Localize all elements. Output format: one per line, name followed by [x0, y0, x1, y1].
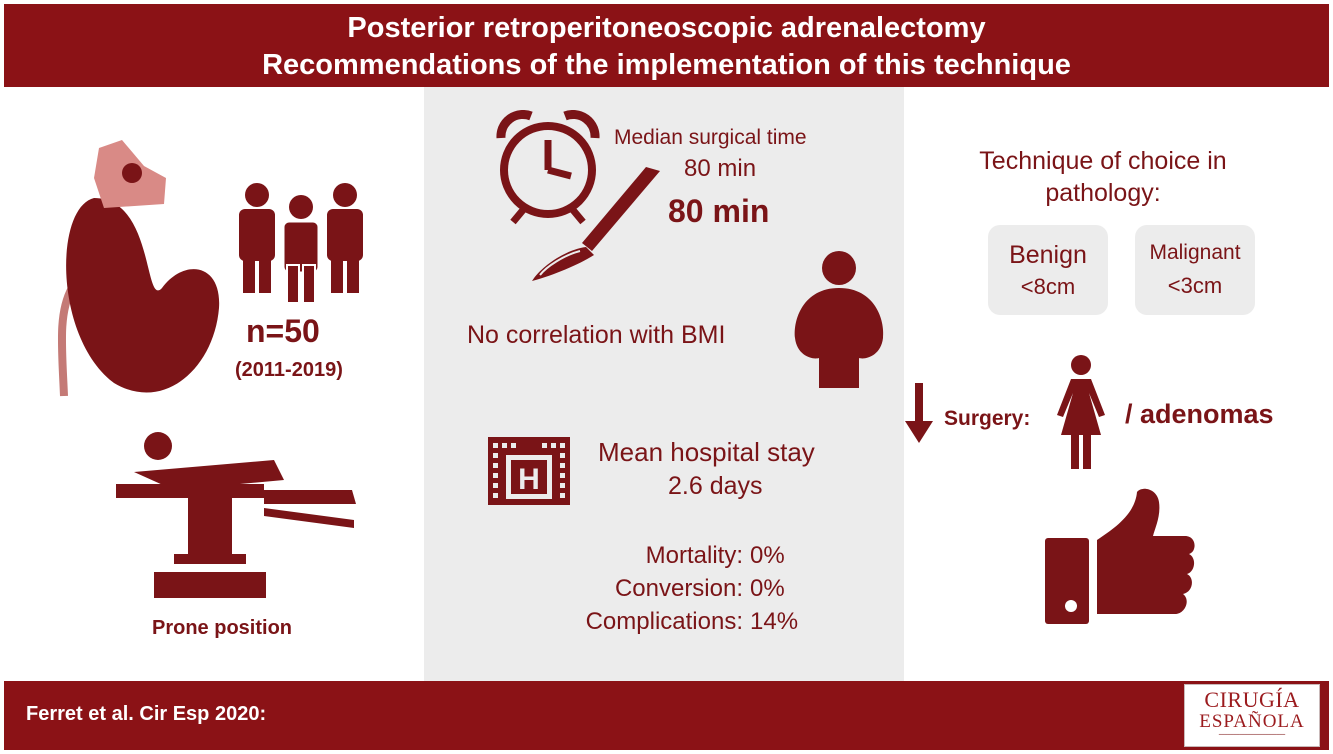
surgical-time-value-large: 80 min [668, 193, 770, 229]
down-arrow-icon [905, 383, 933, 443]
stat-label: Conversion: [614, 575, 743, 602]
journal-name-line-2: ESPAÑOLA [1199, 711, 1305, 732]
alarm-clock-icon [496, 110, 600, 225]
obese-person-icon [794, 251, 884, 388]
stat-value: 0% [750, 575, 785, 602]
patient-on-table-icon [116, 432, 356, 598]
title-line-2: Recommendations of the implementation of… [262, 49, 1071, 81]
benign-box: Benign <8cm [988, 225, 1108, 315]
woman-icon [1057, 355, 1105, 469]
bmi-correlation-text: No correlation with BMI [467, 321, 726, 349]
scalpel-icon [532, 167, 660, 281]
citation-text: Ferret et al. Cir Esp 2020: [26, 703, 267, 725]
prone-position-label: Prone position [152, 617, 292, 639]
outcomes-stats: Mortality: 0% Conversion: 0% Complicatio… [546, 539, 816, 638]
journal-name-line-1: CIRUGÍA [1204, 687, 1300, 712]
title-line-1: Posterior retroperitoneoscopic adrenalec… [347, 12, 986, 44]
benign-label: Benign [1009, 241, 1087, 269]
surgery-label: Surgery: [944, 407, 1031, 430]
stat-value: 14% [750, 608, 799, 635]
stat-row-mortality: Mortality: 0% [546, 539, 816, 572]
malignant-box: Malignant <3cm [1135, 225, 1255, 315]
hospital-stay-value: 2.6 days [668, 472, 763, 500]
kidney-adrenal-icon [57, 140, 220, 397]
footer-banner: Ferret et al. Cir Esp 2020: CIRUGÍA ESPA… [4, 681, 1329, 750]
malignant-label: Malignant [1149, 241, 1241, 264]
stat-row-conversion: Conversion: 0% [546, 572, 816, 605]
adenomas-text: / adenomas [1125, 399, 1274, 429]
stat-label: Complications: [585, 608, 743, 635]
study-years: (2011-2019) [235, 359, 343, 381]
benign-size: <8cm [1020, 274, 1076, 299]
patients-count: n=50 [246, 313, 320, 349]
malignant-size: <3cm [1167, 273, 1223, 298]
journal-logo: CIRUGÍA ESPAÑOLA ━━━━━━━━━━━━━━━━━━━━━━ [1184, 684, 1320, 747]
people-group-icon [239, 183, 363, 303]
thumbs-up-icon [1045, 488, 1195, 624]
svg-text:H: H [518, 463, 540, 496]
surgical-time-value: 80 min [684, 155, 757, 182]
hospital-stay-label: Mean hospital stay [598, 437, 815, 467]
header-banner: Posterior retroperitoneoscopic adrenalec… [4, 4, 1329, 87]
stat-label: Mortality: [645, 542, 743, 569]
hospital-icon: H [488, 437, 570, 505]
surgical-time-label: Median surgical time [614, 126, 807, 149]
stat-value: 0% [750, 542, 785, 569]
technique-choice-title: Technique of choice in pathology: [979, 147, 1227, 207]
journal-logo-fineprint: ━━━━━━━━━━━━━━━━━━━━━━ [1218, 733, 1286, 738]
stat-row-complications: Complications: 14% [546, 605, 816, 638]
